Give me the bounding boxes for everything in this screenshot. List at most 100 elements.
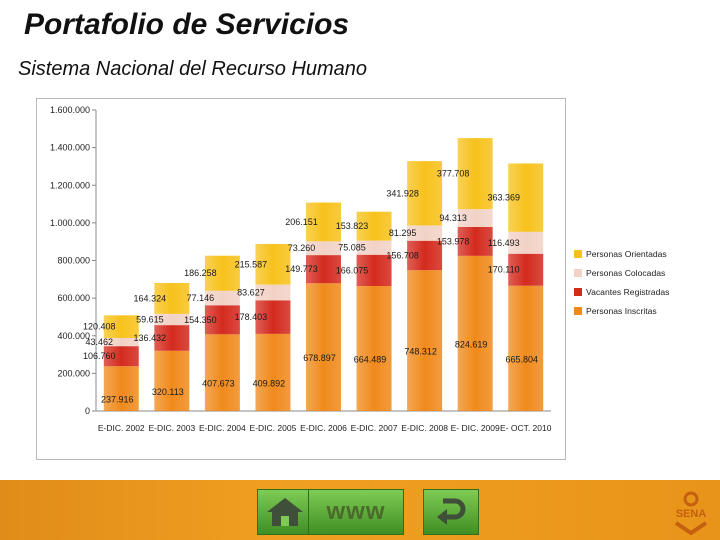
data-label: 153.978 bbox=[437, 236, 470, 246]
sena-logo-text: SENA bbox=[676, 508, 707, 520]
x-tick-label: E-DIC. 2008 bbox=[401, 423, 448, 433]
bar-segment bbox=[154, 350, 190, 411]
bar-segment bbox=[306, 202, 341, 242]
sena-logo: SENA bbox=[674, 491, 708, 536]
bar-segment bbox=[457, 138, 493, 210]
data-label: 164.324 bbox=[134, 293, 167, 303]
y-tick-label: 1.200.000 bbox=[50, 180, 90, 190]
bar-segment bbox=[356, 211, 392, 241]
y-tick-label: 600.000 bbox=[57, 293, 90, 303]
data-label: 136.432 bbox=[134, 333, 167, 343]
bar-segment bbox=[457, 255, 493, 411]
bar-segment bbox=[103, 346, 139, 367]
bar-segment bbox=[407, 161, 443, 226]
x-tick-label: E-DIC. 2004 bbox=[199, 423, 246, 433]
bar-segment bbox=[407, 240, 443, 271]
legend-swatch-inscritas bbox=[574, 306, 582, 315]
y-tick-label: 200.000 bbox=[57, 368, 90, 378]
data-label: 363.369 bbox=[487, 193, 520, 203]
data-label: 206.151 bbox=[285, 217, 318, 227]
bar-segment bbox=[306, 283, 341, 411]
data-label: 748.312 bbox=[404, 347, 437, 357]
bar-segment bbox=[255, 300, 291, 334]
bar-segment bbox=[204, 334, 240, 411]
y-tick-label: 1.000.000 bbox=[50, 218, 90, 228]
data-label: 120.408 bbox=[83, 322, 116, 332]
legend-swatch-colocadas bbox=[574, 268, 582, 277]
page-title: Portafolio de Servicios bbox=[24, 8, 350, 41]
data-label: 94.313 bbox=[439, 213, 467, 223]
data-label: 116.493 bbox=[488, 238, 520, 248]
data-label: 215.587 bbox=[235, 259, 268, 269]
bar-segment bbox=[154, 282, 190, 314]
bar-segment bbox=[103, 366, 139, 411]
legend-item-inscritas: Personas Inscritas bbox=[574, 301, 714, 320]
data-label: 664.489 bbox=[354, 354, 387, 364]
return-arrow-icon bbox=[437, 498, 466, 525]
home-button[interactable] bbox=[257, 489, 313, 535]
return-button[interactable] bbox=[423, 489, 479, 535]
bar-segment bbox=[306, 255, 341, 284]
data-label: 237.916 bbox=[101, 395, 134, 405]
data-label: 81.295 bbox=[389, 228, 417, 238]
legend-swatch-vacantes bbox=[574, 287, 582, 296]
bar-segment bbox=[204, 290, 240, 306]
data-label: 665.804 bbox=[505, 354, 538, 364]
bar-segment bbox=[154, 313, 190, 326]
bar-segment bbox=[508, 231, 544, 254]
data-label: 59.615 bbox=[136, 315, 164, 325]
y-tick-label: 400.000 bbox=[57, 331, 90, 341]
y-tick-label: 0 bbox=[85, 406, 90, 416]
data-label: 75.085 bbox=[338, 243, 366, 253]
x-tick-label: E- OCT. 2010 bbox=[500, 423, 552, 433]
data-label: 320.113 bbox=[152, 387, 184, 397]
bar-segment bbox=[356, 240, 392, 255]
www-label: www bbox=[326, 498, 386, 525]
legend-label-orientadas: Personas Orientadas bbox=[586, 248, 667, 259]
bar-segment bbox=[457, 209, 493, 227]
bar-segment bbox=[407, 225, 443, 241]
bar-segment bbox=[255, 244, 291, 285]
www-button[interactable]: www bbox=[308, 489, 404, 535]
data-label: 153.823 bbox=[336, 221, 369, 231]
bar-segment bbox=[204, 255, 240, 291]
data-label: 178.403 bbox=[235, 312, 268, 322]
bar-segment bbox=[255, 333, 291, 411]
bar-segment bbox=[508, 163, 544, 232]
data-label: 341.928 bbox=[386, 188, 419, 198]
bar-segment bbox=[103, 315, 139, 338]
bar-segment bbox=[255, 284, 291, 301]
y-tick-label: 1.600.000 bbox=[50, 105, 90, 115]
bar-segment bbox=[306, 241, 341, 256]
data-label: 166.075 bbox=[336, 265, 369, 275]
data-label: 407.673 bbox=[202, 379, 235, 389]
y-tick-label: 800.000 bbox=[57, 256, 90, 266]
legend-label-inscritas: Personas Inscritas bbox=[586, 305, 657, 316]
legend-item-vacantes: Vacantes Registradas bbox=[574, 282, 714, 301]
data-label: 678.897 bbox=[303, 353, 336, 363]
x-tick-label: E-DIC. 2007 bbox=[351, 423, 398, 433]
data-label: 186.258 bbox=[184, 268, 217, 278]
page-subtitle: Sistema Nacional del Recurso Humano bbox=[18, 58, 368, 80]
x-tick-label: E- DIC. 2009 bbox=[451, 423, 500, 433]
bar-segment bbox=[204, 305, 240, 335]
data-label: 409.892 bbox=[253, 378, 286, 388]
x-tick-label: E-DIC. 2003 bbox=[148, 423, 195, 433]
data-label: 149.773 bbox=[285, 264, 318, 274]
legend-label-vacantes: Vacantes Registradas bbox=[586, 286, 670, 297]
data-label: 824.619 bbox=[455, 339, 488, 349]
data-label: 377.708 bbox=[437, 169, 470, 179]
data-label: 170.110 bbox=[488, 265, 520, 275]
bar-segment bbox=[356, 285, 392, 411]
bar-segment bbox=[508, 285, 544, 411]
data-label: 73.260 bbox=[288, 243, 316, 253]
legend-item-colocadas: Personas Colocadas bbox=[574, 263, 714, 282]
data-label: 106.760 bbox=[83, 351, 116, 361]
data-label: 154.350 bbox=[184, 315, 217, 325]
x-tick-label: E-DIC. 2002 bbox=[98, 423, 145, 433]
bar-segment bbox=[356, 254, 392, 286]
bar-segment bbox=[407, 270, 443, 411]
legend-label-colocadas: Personas Colocadas bbox=[586, 267, 666, 278]
stacked-bar-chart: 0 200.000 400.000 600.000 800.000 1.000.000 1.… bbox=[50, 105, 552, 433]
y-tick-label: 1.400.000 bbox=[50, 143, 90, 153]
